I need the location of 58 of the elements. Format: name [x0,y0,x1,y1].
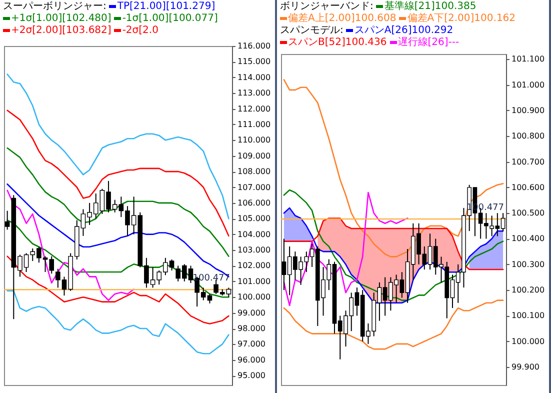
y-tick-label: 100.300 [512,260,545,269]
y-tick-label: 97.000 [238,340,266,349]
y-tick-label: 101.000 [238,276,271,286]
legend-label: +1σ[1.00][102.480] [11,13,112,24]
legend-label: 偏差A上[2.00]100.608 [288,13,396,24]
y-tick-label: 111.000 [238,120,271,129]
y-tick-label: 114.000 [238,72,271,82]
y-tick-label: 107.000 [238,182,271,192]
y-tick-label: 106.000 [238,198,271,208]
legend-label: -2σ[2.0 [122,25,158,36]
y-tick-label: 100.600 [512,182,545,192]
chart-title: スーパーボリンジャー: [3,1,106,13]
y-tick-label: 102.000 [238,261,271,270]
line-series [283,300,504,350]
chart-title: ボリンジャーバンド: [280,1,374,12]
legend-label: スパンB[52]100.436 [288,37,387,48]
legend-label: 基準線[21]100.385 [384,1,476,12]
y-tick-label: 100.700 [512,157,545,166]
y-tick-label: 105.000 [238,214,271,224]
y-tick-label: 100.400 [512,234,545,244]
y-tick-label: 103.000 [238,246,271,255]
legend-label: スパンA[26]100.292 [354,25,454,36]
line-series [283,79,504,258]
y-tick-label: 101.100 [512,54,545,64]
legend-label: TP[21.00][101.279] [117,1,216,12]
y-tick-label: 100.200 [512,286,545,295]
line-series [6,110,230,237]
line-series [6,190,134,301]
legend-label: 遅行線[26]--- [398,37,460,48]
y-tick-label: 101.000 [512,80,545,90]
y-tick-label: 115.000 [238,57,271,66]
y-tick-label: 99.000 [238,308,266,318]
chart-subtitle: スパンモデル: [280,25,344,37]
line-series [6,74,230,220]
line-series [6,290,230,354]
y-tick-label: 100.500 [512,208,545,218]
y-tick-label: 96.000 [238,355,266,364]
line-series [6,147,230,257]
y-tick-label: 112.000 [238,104,271,114]
y-tick-label: 109.000 [238,151,271,160]
y-tick-label: 95.000 [238,371,266,380]
legend-label: +2σ[2.00][103.682] [11,25,112,36]
y-tick-label: 100.000 [512,336,545,346]
y-tick-label: 100.900 [512,106,545,115]
legend-label: -1σ[1.00][100.077] [122,13,218,24]
y-tick-label: 100.100 [512,311,545,320]
y-tick-label: 113.000 [238,88,271,98]
y-tick-label: 100.800 [512,132,545,141]
y-tick-label: 100.000 [238,292,271,302]
y-tick-label: 99.900 [512,362,540,372]
line-series [6,256,230,324]
y-tick-label: 108.000 [238,167,271,176]
line-series [283,192,408,306]
y-tick-label: 116.000 [238,42,271,50]
legend-label: 偏差A下[2.00]100.162 [407,13,516,24]
y-tick-label: 98.000 [238,324,266,333]
y-tick-label: 104.000 [238,230,271,239]
y-tick-label: 110.000 [238,136,271,145]
